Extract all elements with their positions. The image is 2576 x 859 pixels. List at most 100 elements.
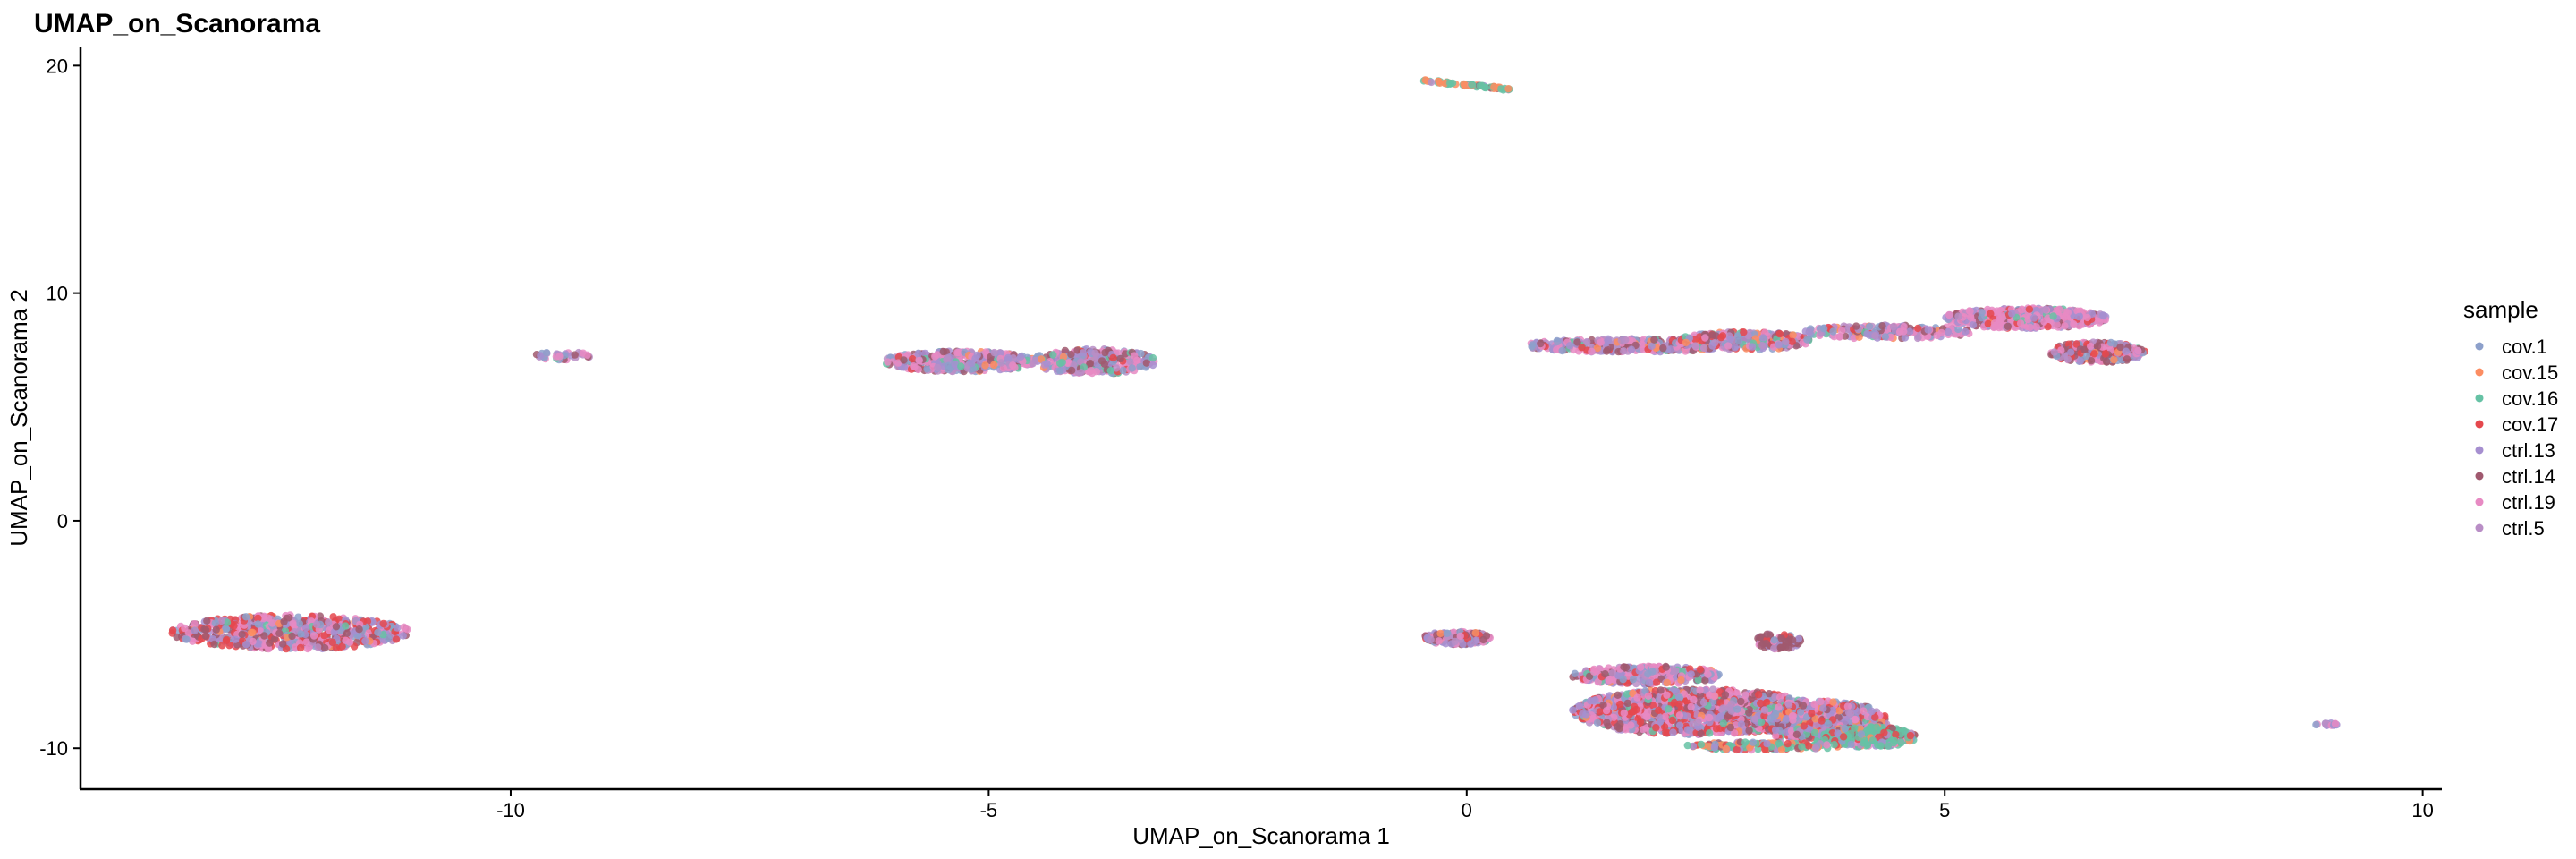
data-point-cov.15 xyxy=(1682,338,1690,347)
data-point-cov.1 xyxy=(1571,669,1580,677)
data-point-ctrl.19 xyxy=(2073,307,2081,315)
data-point-ctrl.19 xyxy=(2026,323,2034,331)
data-point-ctrl.19 xyxy=(249,637,257,646)
data-point-ctrl.14 xyxy=(1116,354,1124,363)
data-point-cov.1 xyxy=(2106,338,2115,347)
data-point-ctrl.13 xyxy=(1708,342,1716,350)
data-point-cov.17 xyxy=(332,643,341,652)
data-point-ctrl.13 xyxy=(996,349,1004,357)
data-point-cov.1 xyxy=(2082,352,2091,361)
data-point-ctrl.19 xyxy=(931,353,939,361)
data-point-cov.17 xyxy=(2090,350,2098,358)
data-point-ctrl.5 xyxy=(1871,332,1879,340)
data-point-ctrl.14 xyxy=(1603,347,1611,355)
data-point-ctrl.19 xyxy=(1602,707,1611,715)
data-point-ctrl.14 xyxy=(1599,701,1607,710)
data-point-ctrl.5 xyxy=(1709,685,1717,693)
data-point-ctrl.19 xyxy=(2040,318,2048,326)
data-point-ctrl.5 xyxy=(1699,344,1708,353)
data-point-ctrl.5 xyxy=(1126,357,1135,366)
data-point-ctrl.19 xyxy=(1696,686,1704,694)
data-point-ctrl.5 xyxy=(217,617,225,625)
data-point-cov.17 xyxy=(1109,353,1117,362)
data-point-cov.1 xyxy=(923,364,931,373)
data-point-ctrl.13 xyxy=(1737,720,1746,728)
data-point-cov.17 xyxy=(2025,305,2034,313)
data-point-ctrl.14 xyxy=(1537,339,1545,348)
data-point-ctrl.14 xyxy=(2103,357,2111,366)
data-point-ctrl.13 xyxy=(971,354,979,362)
data-point-ctrl.13 xyxy=(1569,706,1577,714)
data-point-ctrl.5 xyxy=(312,620,321,628)
data-point-cov.1 xyxy=(294,613,302,621)
data-point-ctrl.13 xyxy=(951,360,959,369)
data-point-ctrl.5 xyxy=(1427,635,1435,644)
data-point-cov.17 xyxy=(1775,329,1784,338)
data-point-ctrl.5 xyxy=(934,363,942,372)
data-point-ctrl.14 xyxy=(2004,322,2012,330)
data-point-ctrl.14 xyxy=(1878,322,1886,330)
data-point-ctrl.13 xyxy=(1565,342,1574,350)
data-point-cov.17 xyxy=(1652,678,1661,686)
data-point-cov.1 xyxy=(1593,719,1602,727)
data-point-cov.17 xyxy=(1675,700,1683,708)
data-point-ctrl.19 xyxy=(1835,333,1843,341)
data-point-cov.1 xyxy=(1829,327,1837,336)
data-point-ctrl.19 xyxy=(1733,689,1741,697)
data-point-ctrl.13 xyxy=(1148,361,1157,370)
data-point-ctrl.13 xyxy=(301,624,310,632)
data-point-ctrl.19 xyxy=(1997,311,2006,319)
data-point-ctrl.13 xyxy=(1775,341,1784,349)
data-point-ctrl.19 xyxy=(1993,307,2001,315)
data-point-ctrl.13 xyxy=(1805,328,1813,336)
data-point-cov.16 xyxy=(1148,353,1157,362)
data-point-ctrl.19 xyxy=(1637,663,1645,671)
data-point-cov.15 xyxy=(247,628,256,637)
data-point-ctrl.13 xyxy=(1645,678,1654,687)
data-point-cov.1 xyxy=(1056,367,1064,375)
data-point-ctrl.19 xyxy=(191,620,199,628)
data-point-cov.1 xyxy=(1554,337,1562,346)
data-point-cov.17 xyxy=(1652,724,1660,732)
data-point-ctrl.19 xyxy=(1704,670,1712,678)
data-point-cov.17 xyxy=(254,614,262,623)
data-point-cov.17 xyxy=(392,635,401,643)
data-point-cov.1 xyxy=(182,635,191,643)
data-point-ctrl.14 xyxy=(1745,727,1753,735)
data-point-ctrl.19 xyxy=(309,632,318,640)
data-point-ctrl.19 xyxy=(1731,729,1739,737)
data-point-ctrl.13 xyxy=(914,350,922,358)
data-point-ctrl.13 xyxy=(1627,345,1636,353)
data-point-ctrl.19 xyxy=(2032,323,2040,331)
data-point-ctrl.13 xyxy=(1715,714,1724,722)
data-point-ctrl.13 xyxy=(1575,702,1584,710)
data-point-ctrl.13 xyxy=(1924,326,1932,334)
data-point-ctrl.14 xyxy=(1061,346,1070,355)
data-point-ctrl.14 xyxy=(238,630,246,638)
data-point-ctrl.19 xyxy=(2087,342,2095,351)
data-point-ctrl.19 xyxy=(1009,361,1017,370)
data-point-cov.16 xyxy=(1049,351,1057,359)
data-point-ctrl.14 xyxy=(266,639,274,647)
data-point-ctrl.13 xyxy=(1675,721,1684,729)
data-point-ctrl.14 xyxy=(270,634,279,643)
data-point-cov.16 xyxy=(1623,690,1631,698)
data-point-ctrl.5 xyxy=(1954,312,1962,320)
data-point-ctrl.13 xyxy=(1962,327,1970,336)
data-point-ctrl.19 xyxy=(1966,307,1974,316)
data-point-ctrl.13 xyxy=(232,635,240,643)
data-point-cov.17 xyxy=(2101,350,2110,358)
data-point-cov.15 xyxy=(1677,676,1685,685)
data-point-cov.1 xyxy=(1820,325,1828,333)
data-point-ctrl.13 xyxy=(2008,310,2016,318)
data-point-cov.1 xyxy=(1881,333,1889,341)
data-point-cov.17 xyxy=(2072,340,2080,348)
data-point-ctrl.19 xyxy=(1627,721,1635,729)
data-point-ctrl.14 xyxy=(1650,336,1658,344)
data-point-cov.17 xyxy=(338,642,346,651)
data-point-ctrl.19 xyxy=(2018,306,2026,314)
data-point-cov.15 xyxy=(1789,331,1797,339)
data-point-ctrl.14 xyxy=(1737,697,1745,706)
data-point-cov.17 xyxy=(1696,665,1705,674)
data-point-ctrl.14 xyxy=(1573,338,1581,346)
